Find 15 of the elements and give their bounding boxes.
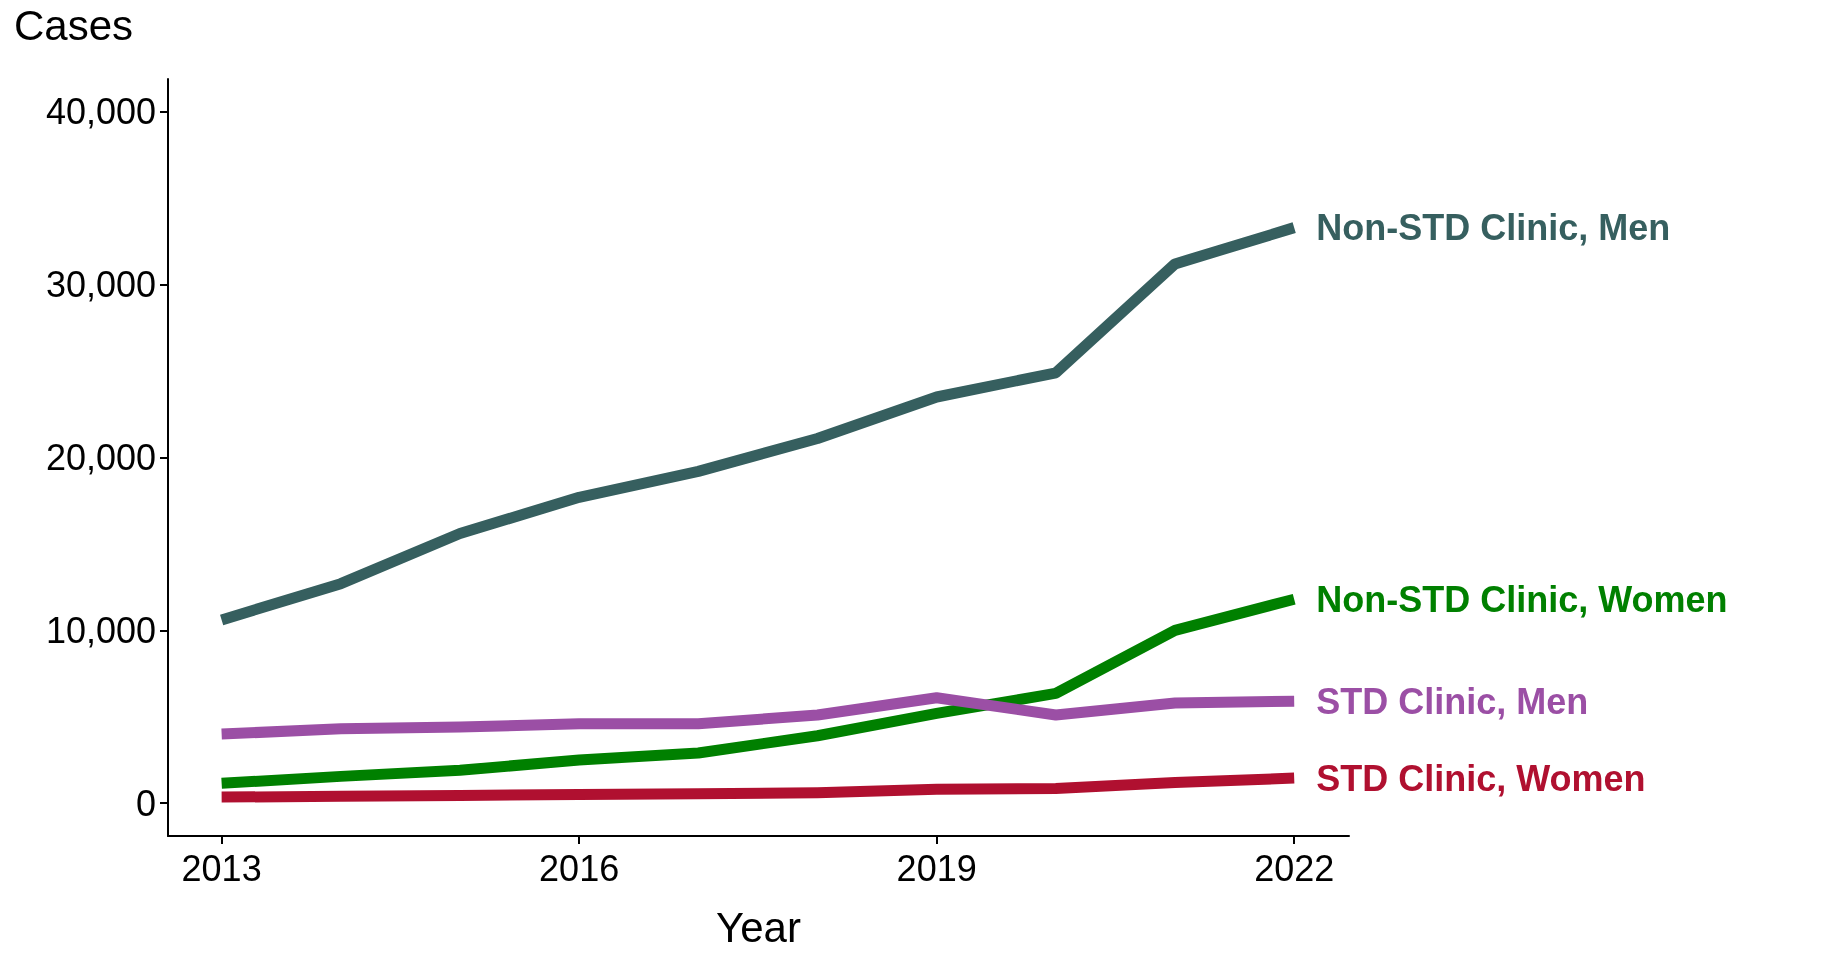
- x-tick-label: 2013: [181, 847, 262, 889]
- y-tick-label: 10,000: [45, 609, 156, 651]
- y-tick-label: 40,000: [45, 91, 156, 133]
- y-tick-label: 20,000: [45, 437, 156, 478]
- x-tick-label: 2019: [896, 847, 977, 889]
- series-label: STD Clinic, Women: [1316, 757, 1646, 799]
- x-tick-label: 2016: [539, 847, 620, 889]
- y-tick-label: 0: [135, 782, 156, 824]
- x-tick-label: 2022: [1254, 847, 1335, 889]
- series-label: Non-STD Clinic, Men: [1316, 207, 1671, 249]
- y-axis-title: Cases: [14, 1, 134, 49]
- x-axis-title: Year: [716, 903, 801, 951]
- series-label: STD Clinic, Men: [1316, 680, 1589, 722]
- y-tick-label: 30,000: [45, 264, 156, 306]
- series-label: Non-STD Clinic, Women: [1316, 578, 1728, 620]
